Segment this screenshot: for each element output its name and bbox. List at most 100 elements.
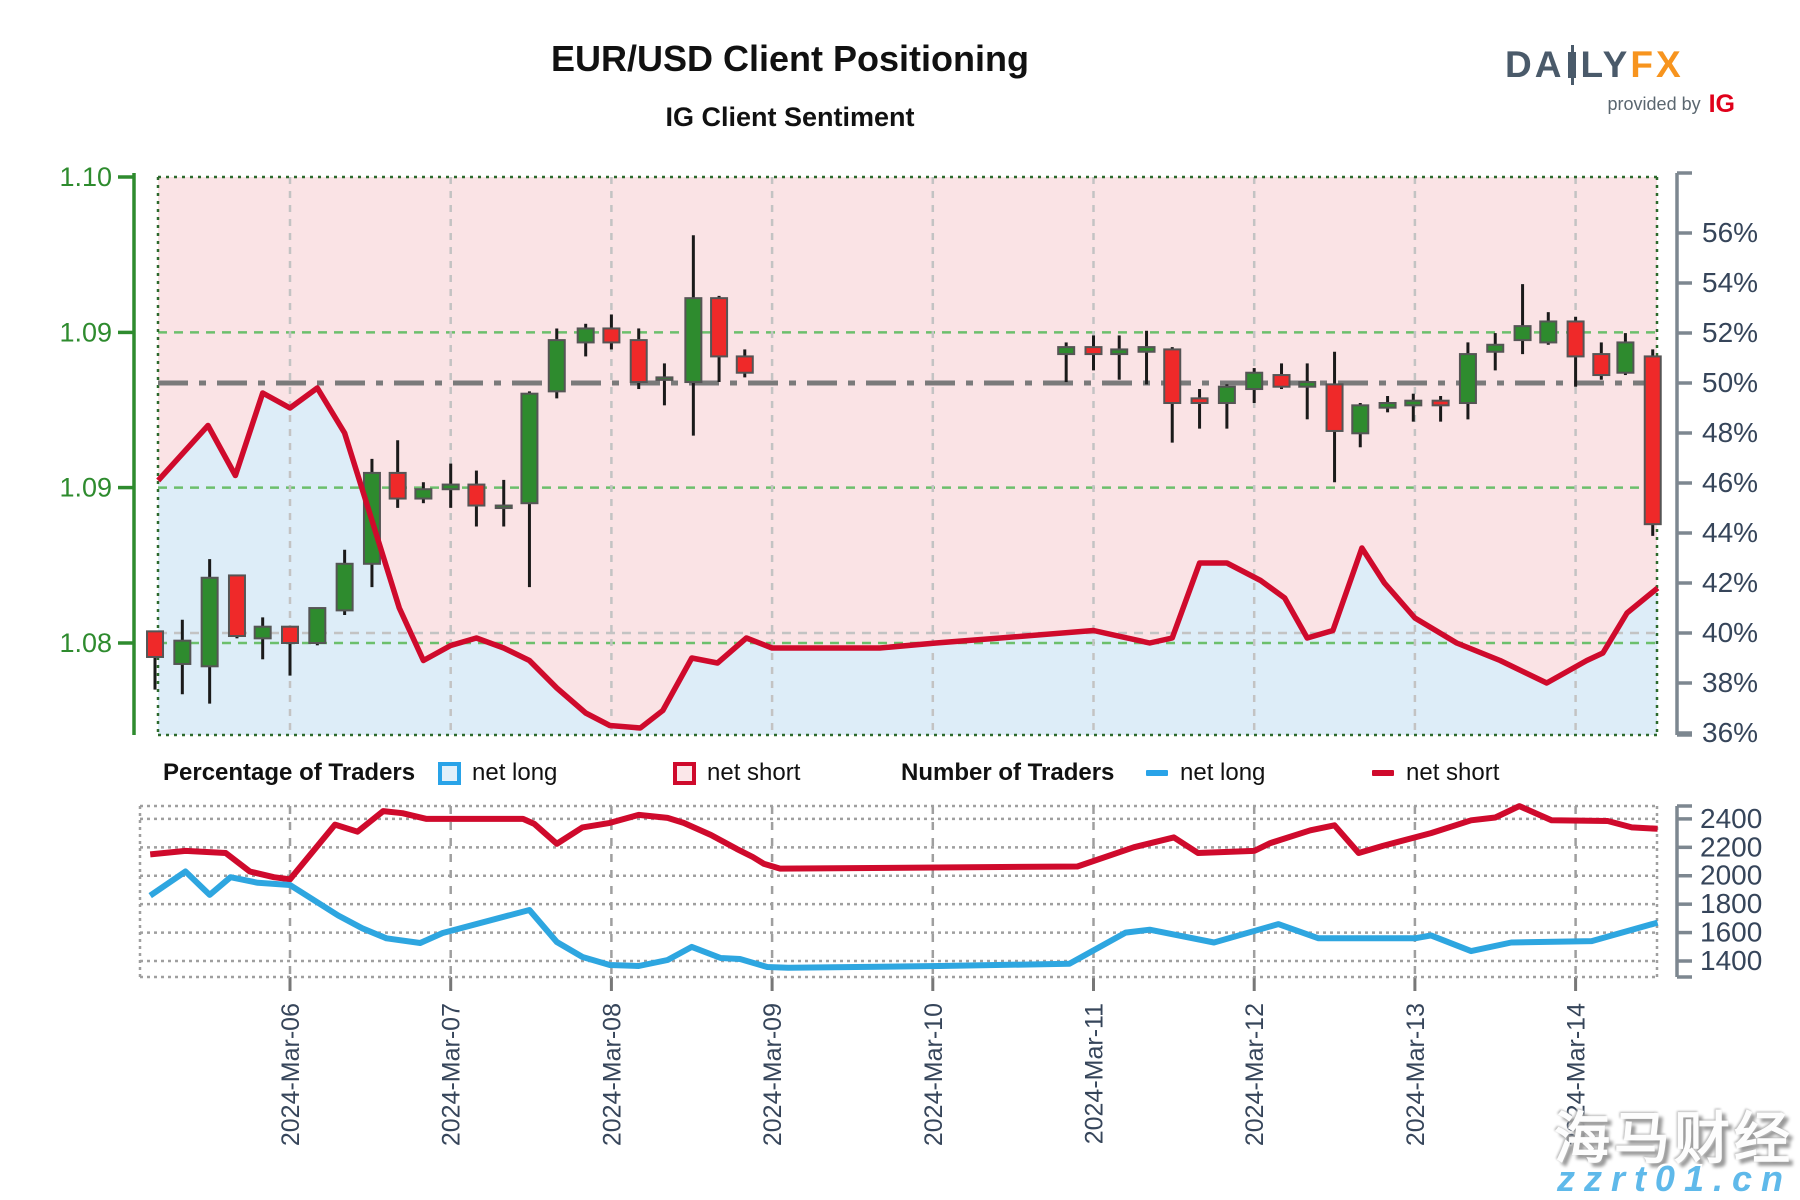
candle-up [1110, 348, 1129, 356]
candle-up [414, 488, 433, 500]
x-axis-date-label: 2024-Mar-08 [598, 1003, 626, 1146]
price-axis-label: 1.09 [59, 317, 112, 347]
candle-up [1057, 346, 1076, 356]
x-axis-date-label: 2024-Mar-10 [920, 1003, 948, 1146]
x-axis-date-label: 2024-Mar-06 [277, 1003, 305, 1146]
candle-up [308, 607, 327, 644]
pct-axis-label: 52% [1702, 317, 1758, 348]
price-axis-label: 1.08 [59, 628, 112, 658]
candle-down [735, 355, 754, 374]
candlestick-icon [1568, 45, 1577, 85]
pct-axis-label: 40% [1702, 617, 1758, 648]
candle-down [1592, 353, 1611, 377]
traders-axis-label: 2000 [1700, 860, 1762, 891]
pct-axis-label: 44% [1702, 517, 1758, 548]
candle-up [1486, 343, 1505, 353]
x-axis-date-label: 2024-Mar-09 [759, 1003, 787, 1146]
candle-up [1245, 371, 1264, 391]
x-axis-date-label: 2024-Mar-11 [1081, 1003, 1109, 1144]
price-axis-label: 1.10 [59, 162, 112, 192]
candle-up [684, 297, 703, 384]
candle-up [1137, 346, 1156, 353]
candle-down [146, 630, 165, 658]
candle-down [629, 339, 648, 384]
dailyfx-logo: DA LY FX provided by IG [1505, 44, 1735, 119]
pct-net-long-swatch [438, 752, 461, 794]
candle-up [173, 639, 192, 665]
legend-count-title: Number of Traders [901, 759, 1115, 786]
candle-up [1513, 325, 1532, 342]
count-net-long-label: net long [1180, 759, 1266, 786]
pct-net-short-swatch [673, 752, 696, 794]
x-axis-date-label: 2024-Mar-13 [1402, 1003, 1430, 1146]
candles-group [146, 235, 1662, 704]
net-short-count-line [149, 803, 1658, 883]
page-title: EUR/USD Client Positioning [550, 38, 1029, 79]
x-axis-date-label: 2024-Mar-12 [1241, 1003, 1269, 1146]
candle-down [1643, 355, 1662, 526]
candle-up [1404, 399, 1423, 407]
pct-axis-label: 50% [1702, 367, 1758, 398]
count-net-long-dash-icon [1146, 752, 1168, 794]
candle-up [441, 483, 460, 491]
candle-down [467, 483, 486, 507]
candle-down [1084, 346, 1103, 356]
candle-up [1378, 402, 1397, 409]
candle-up [335, 562, 354, 612]
candle-down [1566, 320, 1585, 358]
title-block: EUR/USD Client Positioning IG Client Sen… [0, 38, 1580, 133]
pct-axis-label: 38% [1702, 667, 1758, 698]
net-long-count-line [148, 868, 1659, 971]
x-axis-date-label: 2024-Mar-14 [1563, 1003, 1591, 1146]
candle-down [227, 574, 246, 638]
traders-axis-label: 1800 [1700, 888, 1762, 919]
candle-up [1217, 385, 1236, 405]
pct-axis-label: 36% [1702, 717, 1758, 748]
net-long-area-fill [158, 388, 1658, 735]
watermark-text: 海马财经 [1554, 1107, 1794, 1170]
traders-axis-label: 1600 [1700, 917, 1762, 948]
candle-up [547, 339, 566, 393]
ig-logo: IG [1708, 90, 1735, 118]
candle-up [253, 625, 272, 640]
candle-up [200, 576, 219, 668]
dailyfx-wordmark: DA LY FX [1505, 44, 1735, 86]
legend-pct-title: Percentage of Traders [163, 759, 416, 786]
price-axis-label: 1.09 [59, 473, 112, 503]
candle-up [1616, 341, 1635, 374]
pct-axis-label: 48% [1702, 417, 1758, 448]
candle-up [1298, 381, 1317, 388]
net-short-pct-line [156, 385, 1660, 731]
candle-down [602, 327, 621, 344]
pct-axis-label: 42% [1702, 567, 1758, 598]
logo-text-fx: FX [1630, 44, 1684, 85]
candle-up [655, 376, 674, 381]
candle-up [494, 504, 513, 510]
provided-by-label: provided by [1607, 94, 1701, 114]
candle-down [1431, 399, 1450, 407]
traders-axis-label: 2200 [1700, 831, 1762, 862]
provided-by-row: provided by IG [1505, 90, 1735, 119]
candle-down [1325, 383, 1344, 432]
candle-down [388, 471, 407, 500]
pct-net-long-label: net long [472, 759, 558, 786]
pct-axis-label: 56% [1702, 217, 1758, 248]
candle-down [1190, 397, 1209, 405]
count-net-short-dash-icon [1372, 752, 1394, 794]
pct-axis-label: 46% [1702, 467, 1758, 498]
candle-down [281, 625, 299, 645]
logo-text-da: DA [1505, 44, 1565, 85]
candle-down [710, 297, 729, 358]
watermark-url: zzrt01.cn [1556, 1158, 1792, 1199]
candle-down [1272, 374, 1291, 388]
traders-axis-label: 2400 [1700, 803, 1762, 834]
candle-down [1163, 348, 1182, 405]
candle-up [520, 392, 539, 505]
candle-up [1351, 404, 1370, 435]
candle-up [1539, 320, 1558, 344]
pct-axis-label: 54% [1702, 267, 1758, 298]
count-net-short-label: net short [1406, 759, 1500, 786]
traders-axis-label: 1400 [1700, 945, 1762, 976]
